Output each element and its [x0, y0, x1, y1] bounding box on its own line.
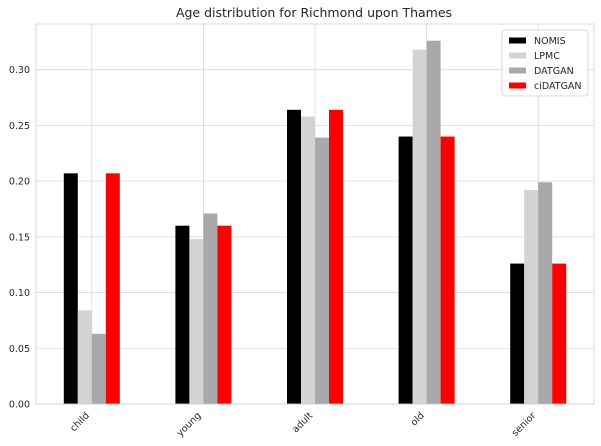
legend-label: DATGAN	[534, 66, 574, 77]
y-tick-label: 0.05	[9, 344, 30, 355]
bar-nomis-adult	[287, 109, 301, 404]
bar-nomis-young	[175, 225, 190, 404]
bar-cidatgan-young	[217, 225, 232, 404]
bar-lpmc-senior	[524, 190, 539, 404]
legend: NOMIS LPMC DATGAN ciDATGAN	[501, 29, 589, 97]
y-tick-label: 0.20	[9, 177, 30, 188]
bar-cidatgan-senior	[552, 263, 567, 404]
bar-lpmc-old	[412, 49, 427, 405]
y-tick-label: 0.00	[9, 400, 30, 411]
bar-nomis-old	[398, 136, 413, 404]
legend-swatch	[509, 67, 526, 74]
bar-lpmc-adult	[301, 116, 315, 404]
bar-nomis-child	[63, 173, 78, 404]
chart-title: Age distribution for Richmond upon Thame…	[176, 5, 452, 20]
plot-border	[35, 23, 595, 405]
bar-datgan-adult	[315, 137, 329, 404]
legend-swatch	[509, 37, 526, 44]
y-tick-labels: 0.00 0.05 0.10 0.15 0.20 0.25 0.30	[9, 65, 30, 410]
bar-datgan-child	[91, 333, 106, 404]
legend-swatch	[509, 82, 526, 89]
bar-lpmc-young	[189, 239, 204, 404]
bar-datgan-senior	[538, 182, 553, 404]
legend-swatch	[509, 52, 526, 59]
y-tick-label: 0.30	[9, 65, 30, 76]
bar-nomis-senior	[510, 263, 525, 404]
bar-lpmc-child	[77, 310, 92, 404]
y-tick-label: 0.10	[9, 288, 30, 299]
legend-label: ciDATGAN	[534, 81, 582, 92]
bar-datgan-old	[426, 40, 441, 404]
legend-label: NOMIS	[534, 36, 566, 47]
bar-cidatgan-adult	[329, 109, 343, 404]
bar-datgan-young	[203, 213, 218, 404]
bars	[63, 40, 567, 405]
legend-label: LPMC	[534, 51, 560, 62]
y-tick-label: 0.15	[9, 232, 30, 243]
legend-box	[501, 29, 589, 97]
bar-cidatgan-old	[440, 136, 455, 404]
bar-cidatgan-child	[105, 173, 120, 404]
plot-frame	[35, 23, 595, 405]
y-tick-label: 0.25	[9, 121, 30, 132]
